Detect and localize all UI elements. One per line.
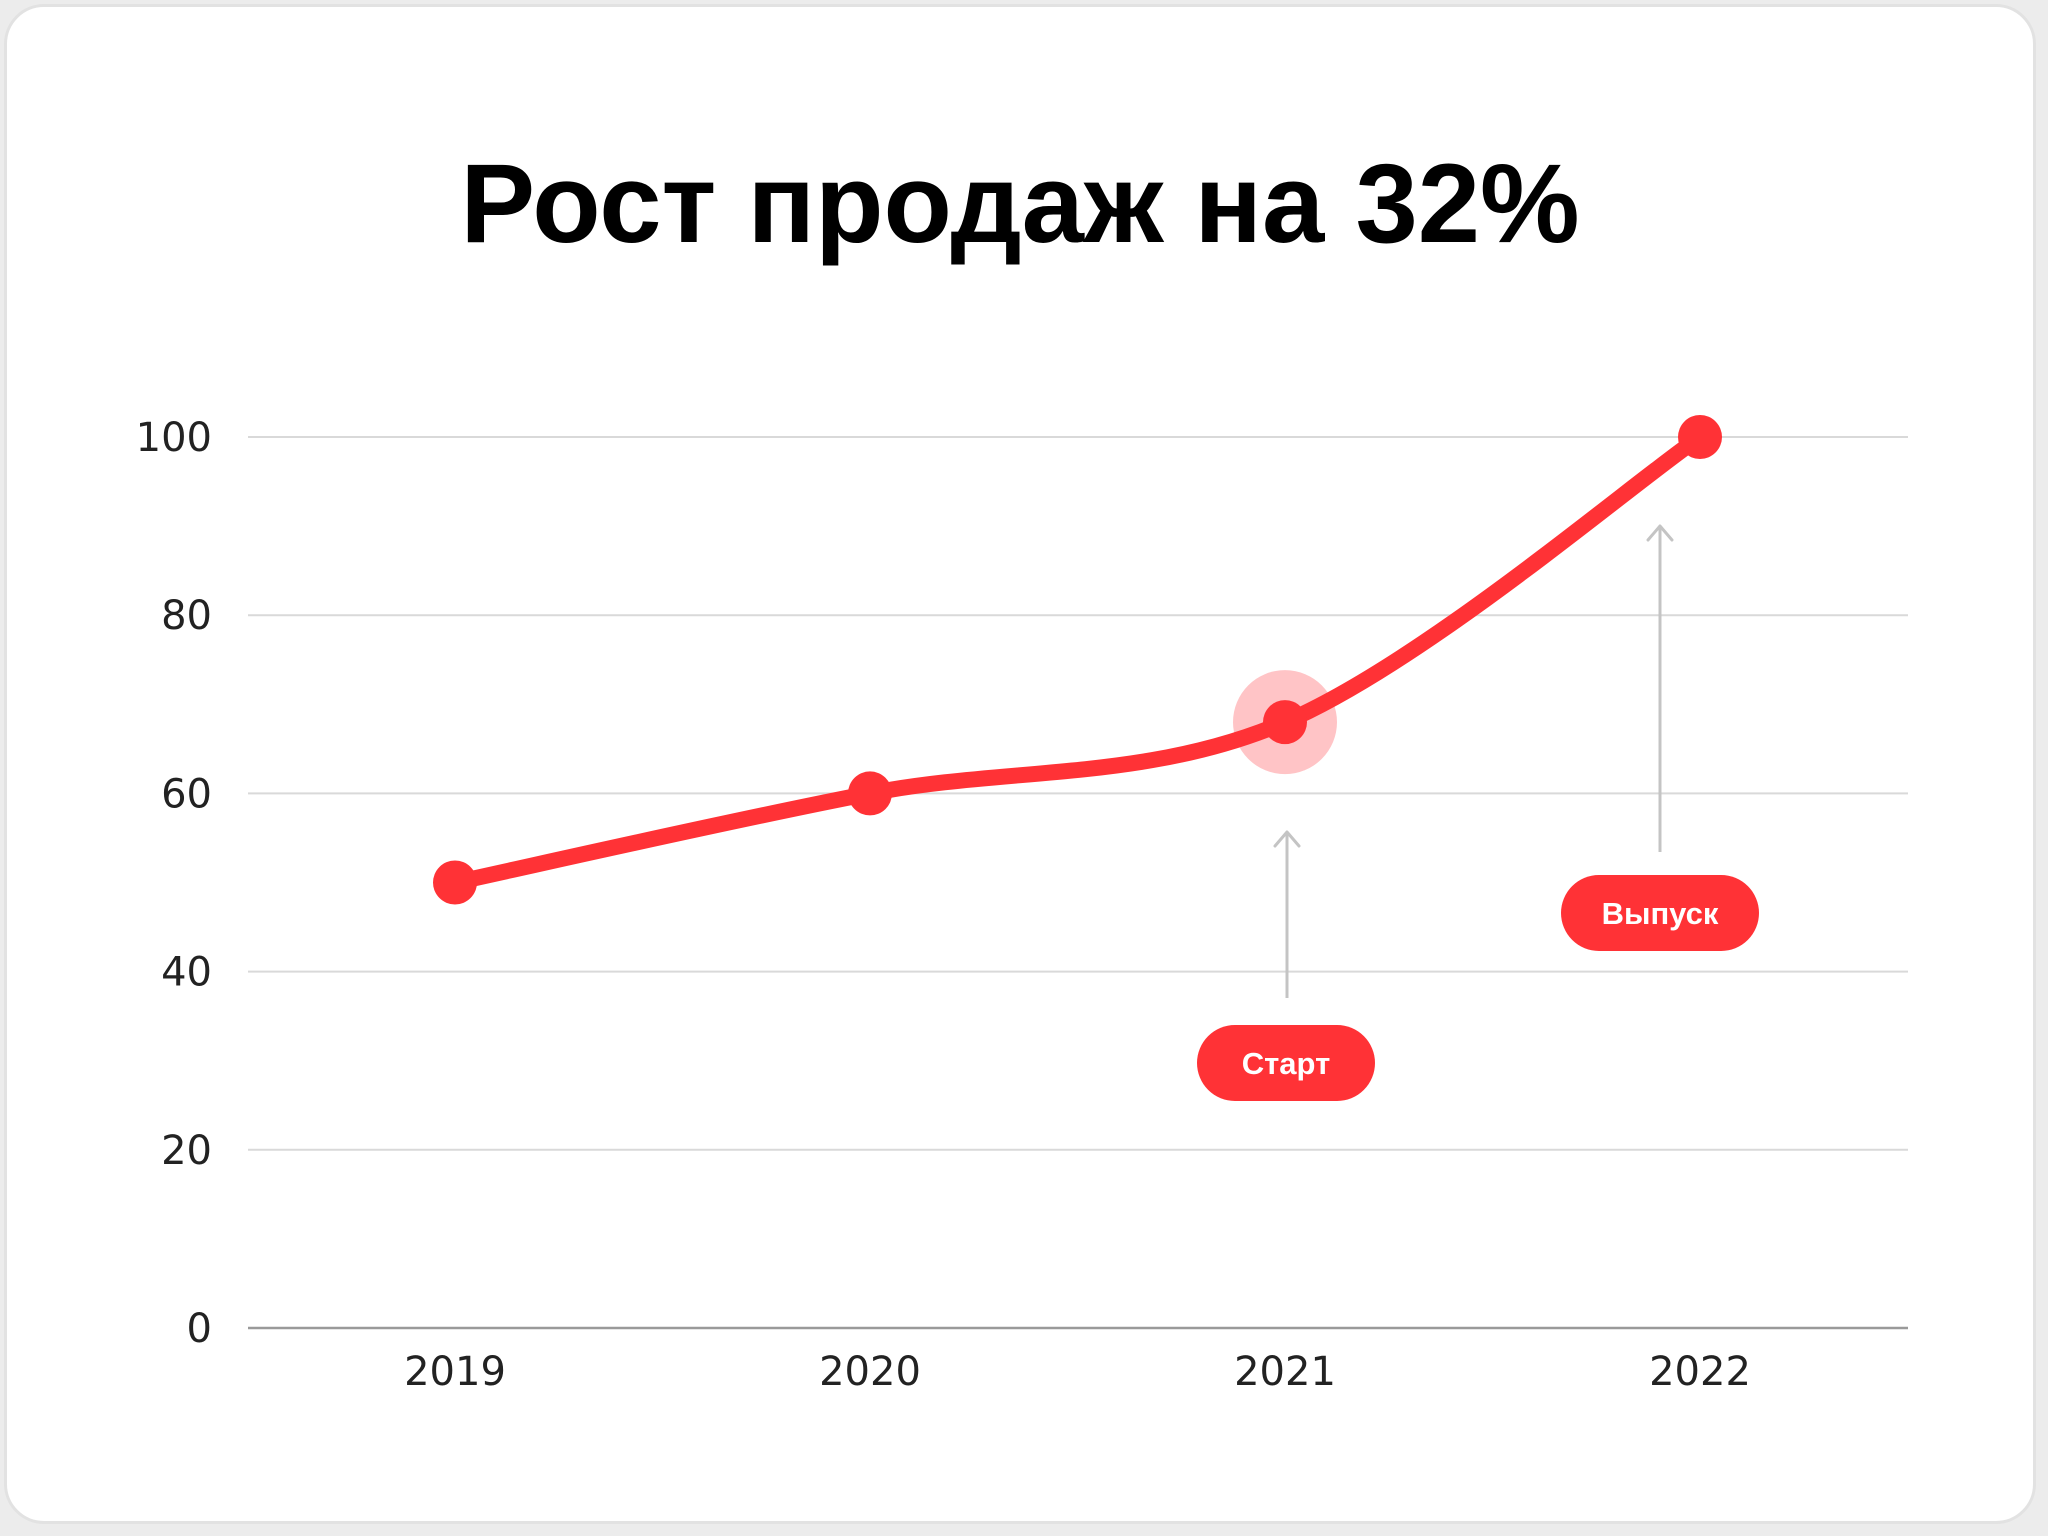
x-tick-label: 2022 bbox=[1649, 1349, 1751, 1395]
annotation-pill bbox=[1197, 1025, 1375, 1101]
annotation-label: Выпуск bbox=[1602, 896, 1719, 931]
arrow-up-icon bbox=[1646, 524, 1674, 542]
series-layer bbox=[433, 415, 1722, 905]
y-axis-ticks: 0 20 40 60 80 100 bbox=[136, 415, 212, 1352]
y-tick-label: 60 bbox=[161, 771, 212, 817]
y-tick-label: 40 bbox=[161, 950, 212, 996]
data-point bbox=[1263, 700, 1307, 745]
data-point bbox=[1678, 415, 1722, 459]
x-tick-label: 2021 bbox=[1234, 1349, 1336, 1395]
annotation-pill bbox=[1561, 875, 1759, 951]
chart-title: Рост продаж на 32% bbox=[460, 141, 1580, 266]
annotations-layer: Старт Выпуск bbox=[1197, 524, 1759, 1101]
chart-card bbox=[4, 4, 2036, 1524]
annotation-start: Старт bbox=[1197, 830, 1375, 1101]
y-tick-label: 100 bbox=[136, 415, 212, 461]
y-tick-label: 20 bbox=[161, 1128, 212, 1174]
y-tick-label: 0 bbox=[187, 1306, 212, 1352]
annotation-label: Старт bbox=[1242, 1046, 1331, 1081]
x-axis-ticks: 2019 2020 2021 2022 bbox=[404, 1349, 1751, 1395]
grid-lines bbox=[248, 436, 1908, 1330]
annotation-release: Выпуск bbox=[1561, 524, 1759, 951]
data-point bbox=[433, 860, 477, 905]
arrow-up-icon bbox=[1273, 830, 1301, 848]
data-point bbox=[848, 771, 892, 816]
x-tick-label: 2020 bbox=[819, 1349, 921, 1395]
series-line bbox=[447, 429, 1708, 891]
y-tick-label: 80 bbox=[161, 593, 212, 639]
x-tick-label: 2019 bbox=[404, 1349, 506, 1395]
